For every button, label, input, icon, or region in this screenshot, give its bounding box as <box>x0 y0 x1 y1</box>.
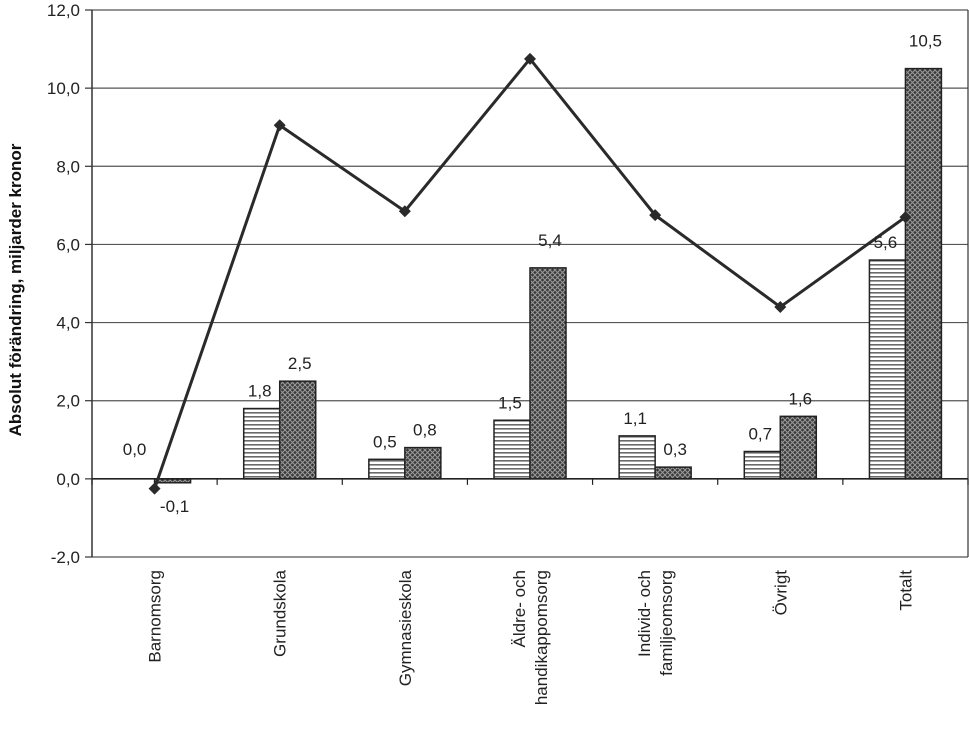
category-label: Totalt <box>896 570 915 611</box>
category-label: handikappomsorg <box>532 570 551 705</box>
bar-series2 <box>904 67 943 480</box>
category-label: Övrigt <box>771 570 790 616</box>
line-marker-diamond <box>148 482 161 495</box>
line-marker-diamond <box>273 119 286 132</box>
data-label-series2: 5,4 <box>538 231 562 250</box>
bar-series1 <box>368 458 406 480</box>
bar-series2 <box>779 415 818 480</box>
bar-series1 <box>743 450 782 480</box>
baseline-layer <box>91 478 969 485</box>
bar-series2 <box>529 267 567 480</box>
y-axis-tick-labels: -2,0 0,0 2,0 4,0 6,0 8,0 10,0 12,0 <box>47 1 80 567</box>
data-label-series2: 2,5 <box>288 354 312 373</box>
line-marker-diamond <box>524 52 536 65</box>
y-axis-title: Absolut förändring, miljarder kronor <box>6 143 25 436</box>
data-label-series1: 0,0 <box>123 440 147 459</box>
bar-series1 <box>868 259 907 480</box>
category-label: Gymnasieskola <box>396 569 415 686</box>
data-label-series2: 10,5 <box>909 32 942 51</box>
data-label-series1: 0,7 <box>748 425 772 444</box>
y-tick-label: 8,0 <box>56 157 80 176</box>
category-label: familjeomsorg <box>657 570 676 676</box>
bar-series1 <box>618 435 656 480</box>
data-label-series2: 0,3 <box>663 440 687 459</box>
category-label: Individ- och <box>635 570 654 657</box>
line-marker-diamond <box>398 205 411 218</box>
data-label-series1: 1,1 <box>623 409 647 428</box>
line-marker-diamond <box>649 209 662 222</box>
data-label-series1: 1,5 <box>498 393 522 412</box>
data-label-series2: 0,8 <box>413 421 437 440</box>
y-tick-label: 4,0 <box>56 314 80 333</box>
bar-series1 <box>493 419 531 480</box>
y-tick-label: -2,0 <box>51 548 80 567</box>
bars <box>153 67 943 484</box>
y-tick-label: 6,0 <box>56 235 80 254</box>
data-label-series1: 5,6 <box>874 233 898 252</box>
y-tick-label: 0,0 <box>56 470 80 489</box>
category-label: Grundskola <box>271 569 290 656</box>
category-label: Barnomsorg <box>146 570 165 663</box>
bar-series1 <box>242 407 281 480</box>
y-tick-label: 2,0 <box>56 392 80 411</box>
data-labels: 0,0 -0,1 1,8 2,5 0,5 0,8 1,5 5,4 1,1 0,3 0,7 1,6 5,6… <box>123 32 942 516</box>
line-marker-diamond <box>899 211 912 224</box>
data-label-series1: 0,5 <box>373 432 397 451</box>
y-tick-label: 12,0 <box>47 1 80 20</box>
category-labels: Barnomsorg Grundskola Gymnasieskola Äldre- … <box>146 569 916 705</box>
data-label-series2: 1,6 <box>788 389 812 408</box>
line-series-layer <box>148 52 912 495</box>
bar-series2 <box>278 380 317 480</box>
bar-series2 <box>404 446 442 480</box>
bar-series2 <box>654 466 692 480</box>
data-label-series1: 1,8 <box>248 382 272 401</box>
data-label-series2: -0,1 <box>160 497 189 516</box>
y-tick-label: 10,0 <box>47 79 80 98</box>
line-marker-diamond <box>774 300 787 313</box>
category-label: Äldre- och <box>510 570 529 647</box>
